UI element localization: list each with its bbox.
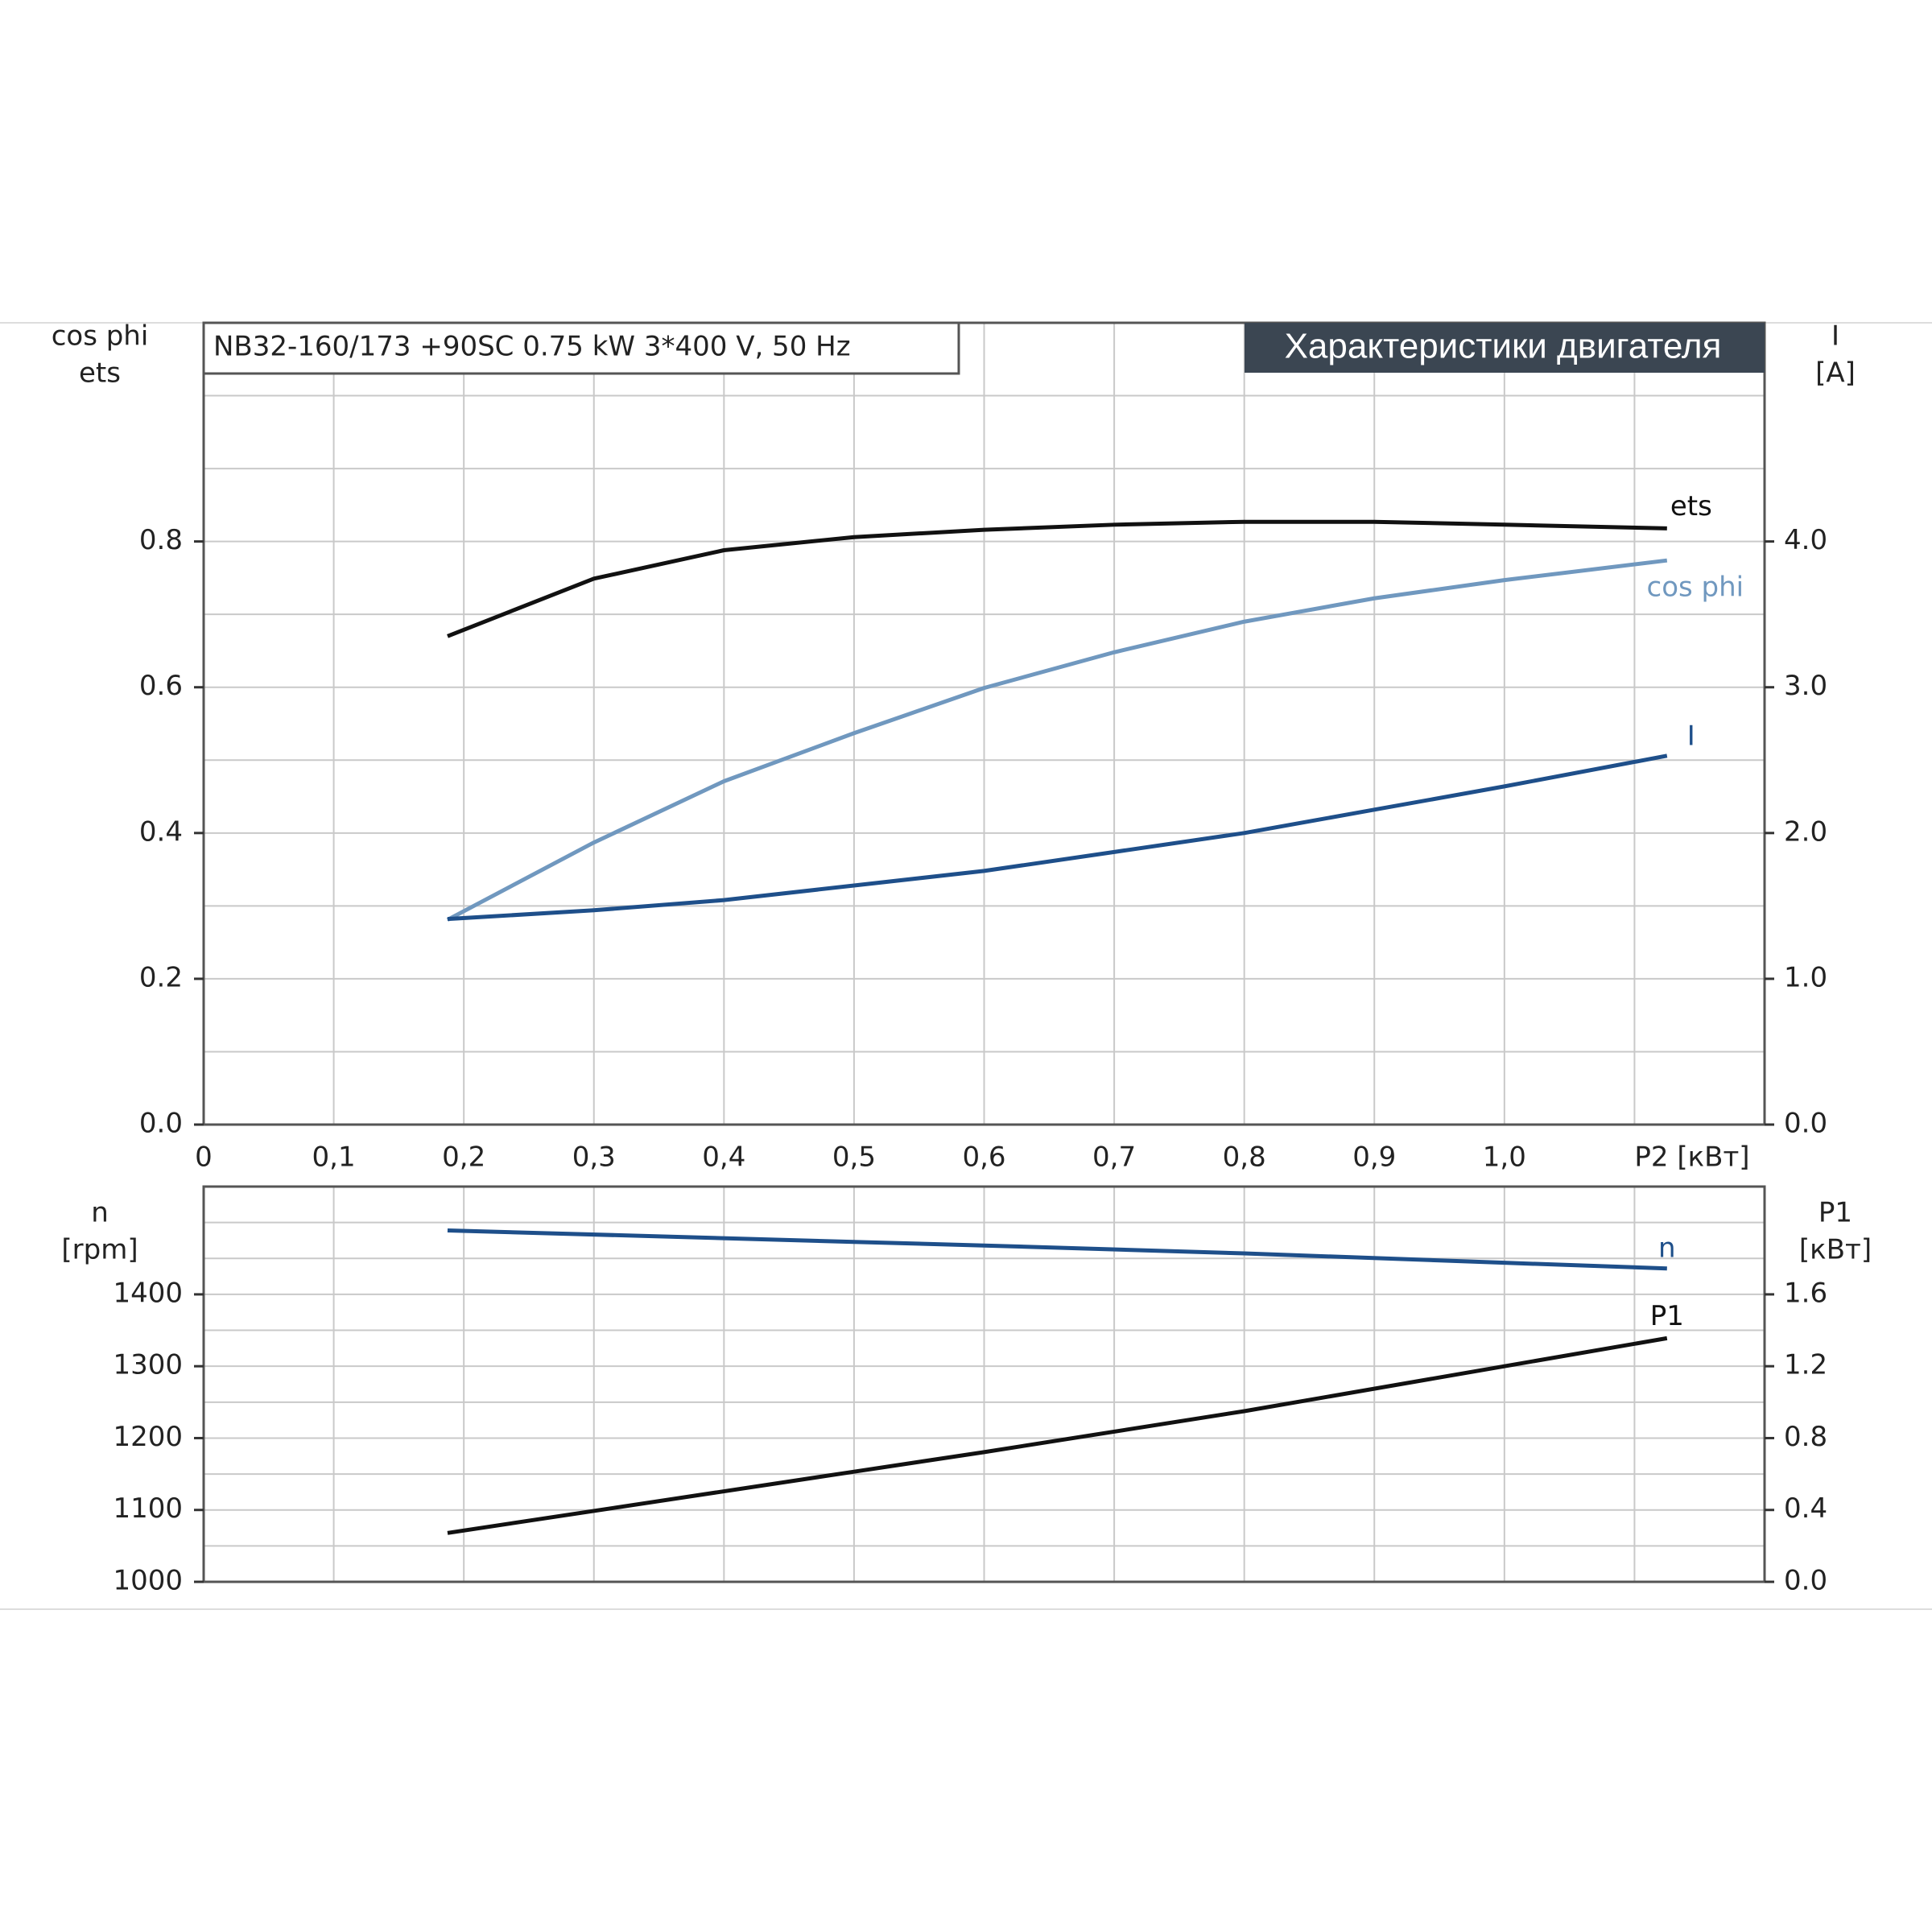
x-tick-label: 0,7: [1092, 1141, 1136, 1174]
y2-tick-label: 4.0: [1784, 524, 1827, 556]
y-axis-label: n: [91, 1197, 109, 1229]
series-line: [447, 519, 1667, 638]
x-tick-label: 0,9: [1352, 1141, 1396, 1174]
y-tick-label: 1200: [113, 1421, 183, 1453]
x-tick-label: 0,8: [1223, 1141, 1266, 1174]
y-tick-label: 1400: [113, 1277, 183, 1309]
series-label: n: [1658, 1232, 1676, 1264]
header: NB32-160/173 +90SC 0.75 kW 3*400 V, 50 H…: [213, 331, 851, 363]
x-tick-label: 1,0: [1483, 1141, 1526, 1174]
y-axis-label: [rpm]: [61, 1234, 138, 1266]
y2-axis-label: P1: [1818, 1197, 1852, 1229]
header-box: [202, 321, 960, 375]
y-axis-label: cos phi: [52, 320, 149, 353]
y-tick-label: 0.2: [139, 961, 183, 993]
y2-tick-label: 0.0: [1784, 1565, 1827, 1597]
y-tick-label: 0.0: [139, 1108, 183, 1140]
y-tick-label: 1300: [113, 1349, 183, 1381]
y2-axis-label: I: [1831, 320, 1839, 353]
y2-tick-label: 1.0: [1784, 961, 1827, 993]
x-tick-label: 0,1: [312, 1141, 356, 1174]
y-axis-label: ets: [79, 357, 121, 390]
y2-tick-label: 0.4: [1784, 1492, 1827, 1525]
y2-tick-label: 3.0: [1784, 670, 1827, 702]
y2-tick-label: 0.8: [1784, 1421, 1827, 1453]
series-label: ets: [1670, 490, 1712, 522]
title-box: [1245, 323, 1765, 373]
x-axis-label: P2 [кВт]: [1634, 1141, 1749, 1174]
series-line: [447, 1228, 1667, 1271]
series-line: [447, 1335, 1668, 1535]
x-tick-label: 0,3: [572, 1141, 616, 1174]
y-tick-label: 0.4: [139, 815, 183, 848]
y-tick-label: 0.8: [139, 524, 183, 556]
x-tick-label: 0,6: [962, 1141, 1005, 1174]
series-label: cos phi: [1647, 572, 1744, 604]
y-tick-label: 1100: [113, 1492, 183, 1525]
x-tick-label: 0: [195, 1141, 213, 1174]
y-tick-label: 1000: [113, 1565, 183, 1597]
y-tick-label: 0.6: [139, 670, 183, 702]
y2-axis-label: [кВт]: [1799, 1234, 1872, 1266]
chart-title: Характеристики двигателя: [1285, 327, 1722, 366]
y2-tick-label: 1.6: [1784, 1277, 1827, 1309]
series-line: [446, 558, 1668, 922]
plot-frame: [202, 321, 1766, 1126]
series-line: [447, 753, 1668, 922]
y2-axis-label: [A]: [1815, 357, 1856, 390]
x-tick-label: 0,2: [442, 1141, 485, 1174]
y2-tick-label: 1.2: [1784, 1349, 1827, 1381]
series-label: I: [1687, 720, 1695, 752]
x-tick-label: 0,4: [702, 1141, 745, 1174]
plot-frame: [202, 1185, 1766, 1583]
x-tick-label: 0,5: [832, 1141, 876, 1174]
y2-tick-label: 0.0: [1784, 1108, 1827, 1140]
y2-tick-label: 2.0: [1784, 815, 1827, 848]
series-label: P1: [1650, 1300, 1684, 1332]
